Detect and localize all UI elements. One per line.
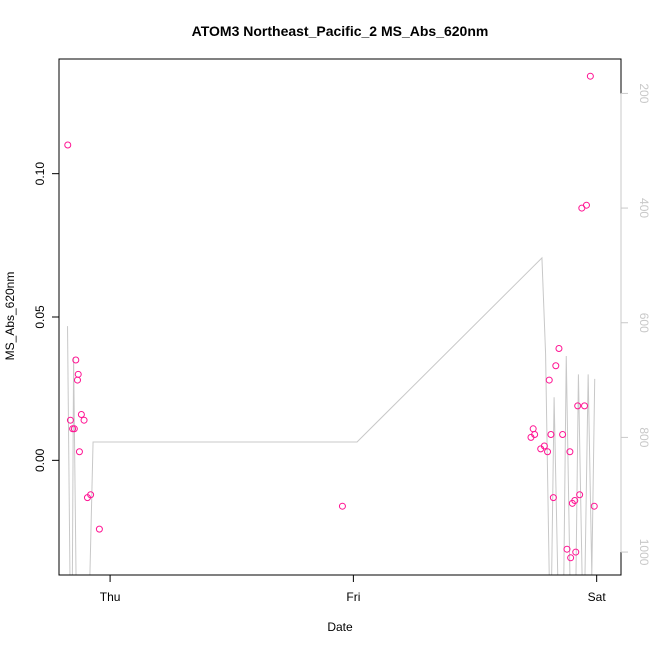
data-point — [531, 431, 539, 439]
data-point — [80, 416, 88, 424]
x-tick-label: Thu — [100, 590, 121, 604]
y-tick-label: 0.00 — [33, 448, 47, 472]
data-point — [581, 402, 589, 410]
x-tick-label: Sat — [588, 590, 607, 604]
data-point — [70, 425, 78, 433]
axes-layer: Thu Fri Sat 0.00 0.05 0.10 200 400 600 800 1000 — [33, 58, 650, 604]
data-point — [72, 356, 80, 364]
data-point — [544, 448, 552, 456]
data-point — [555, 345, 563, 353]
data-point — [549, 494, 557, 502]
y2-tick-label: 400 — [637, 198, 650, 218]
data-point — [545, 376, 553, 384]
data-point — [75, 448, 83, 456]
x-tick-label: Fri — [346, 590, 360, 604]
data-point — [571, 496, 579, 504]
data-point — [552, 362, 560, 370]
data-point — [590, 502, 598, 510]
data-point — [73, 376, 81, 384]
line-layer — [67, 256, 596, 575]
data-point — [586, 72, 594, 80]
data-point — [566, 448, 574, 456]
data-point — [576, 491, 584, 499]
data-point — [77, 410, 85, 418]
chart-title: ATOM3 Northeast_Pacific_2 MS_Abs_620nm — [192, 23, 489, 39]
plot-frame — [58, 58, 622, 576]
data-point — [74, 370, 82, 378]
data-point — [582, 201, 590, 209]
data-point — [66, 416, 74, 424]
data-point — [95, 525, 103, 533]
y-tick-label: 0.10 — [33, 162, 47, 186]
data-point — [540, 442, 548, 450]
data-point — [567, 554, 575, 562]
data-point — [87, 491, 95, 499]
y-axis-label: MS_Abs_620nm — [3, 272, 17, 361]
data-point — [529, 425, 537, 433]
data-point — [64, 141, 72, 149]
points-layer — [64, 72, 598, 562]
data-point — [547, 431, 555, 439]
y2-tick-label: 200 — [637, 83, 650, 103]
data-point — [559, 431, 567, 439]
data-point — [563, 545, 571, 553]
data-point — [572, 548, 580, 556]
data-point — [574, 402, 582, 410]
data-point — [338, 502, 346, 510]
y-tick-label: 0.05 — [33, 305, 47, 329]
y2-tick-label: 600 — [637, 313, 650, 333]
x-axis-label: Date — [327, 620, 353, 634]
y2-tick-label: 1000 — [637, 539, 650, 566]
series-line-2 — [67, 256, 596, 575]
y2-tick-label: 800 — [637, 427, 650, 447]
